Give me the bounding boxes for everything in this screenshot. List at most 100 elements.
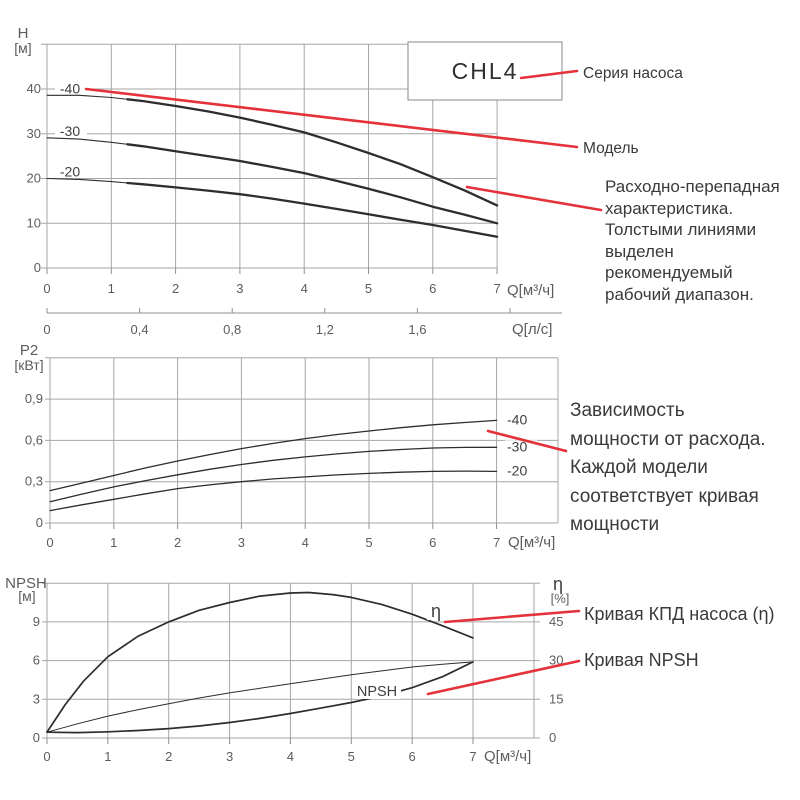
svg-text:6: 6 — [429, 281, 436, 296]
svg-text:0,8: 0,8 — [223, 322, 241, 337]
svg-text:0,4: 0,4 — [131, 322, 149, 337]
axis-tick-labels-h: 0 10 20 30 40 0 1 2 3 4 5 6 7 Q[м³/ч] H[м] — [14, 25, 554, 299]
svg-text:2: 2 — [172, 281, 179, 296]
svg-text:0: 0 — [34, 260, 41, 275]
svg-text:10: 10 — [27, 215, 41, 230]
curve-label--20: -20 — [60, 164, 80, 180]
curve-p2--30 — [49, 446, 498, 503]
x-axis-title-hq: Q[м³/ч] — [507, 282, 554, 299]
svg-text:1: 1 — [104, 749, 111, 764]
axis-tick-labels-p2: 0 0,3 0,6 0,9 0 1 2 3 4 5 6 7 Q[м³/ч] P2[кВт] — [14, 342, 555, 551]
curve-npsh — [46, 661, 474, 734]
curve-p2--20 — [49, 470, 498, 512]
svg-text:0: 0 — [549, 730, 556, 745]
svg-text:9: 9 — [33, 614, 40, 629]
leader-npsh — [426, 659, 581, 696]
secondary-axis-ls: 0 0,4 0,8 1,2 1,6 Q[л/с] — [43, 308, 562, 338]
curve-label-p2--20: -20 — [507, 462, 527, 478]
chart-power-flow: 0 0,3 0,6 0,9 0 1 2 3 4 5 6 7 Q[м³/ч] P2[кВт] -40 -30 -2… — [14, 342, 559, 551]
series-box-label: CHL4 — [451, 57, 519, 84]
leader-power — [486, 429, 568, 453]
curve-p2--40 — [49, 419, 498, 492]
svg-text:0: 0 — [43, 281, 50, 296]
series-annotation: Серия насоса — [583, 65, 683, 82]
svg-text:7: 7 — [493, 535, 500, 550]
svg-text:1,6: 1,6 — [408, 322, 426, 337]
svg-text:1: 1 — [110, 535, 117, 550]
leader-efficiency — [443, 609, 581, 624]
curve-hq--20 — [46, 177, 498, 238]
svg-text:0: 0 — [46, 535, 53, 550]
svg-text:3: 3 — [226, 749, 233, 764]
leader-model — [84, 87, 579, 149]
y2-axis-title-eta: η — [553, 574, 563, 594]
svg-text:0: 0 — [43, 749, 50, 764]
npsh-annotation: Кривая NPSH — [584, 650, 699, 670]
x-axis-title-npsh: Q[м³/ч] — [484, 748, 531, 765]
svg-text:7: 7 — [469, 749, 476, 764]
chart-head-flow: 0 10 20 30 40 0 1 2 3 4 5 6 7 Q[м³/ч] H[м] 0 0,4 0,8 1,2 1,… — [14, 25, 562, 338]
svg-text:20: 20 — [27, 171, 41, 186]
svg-text:6: 6 — [33, 653, 40, 668]
svg-text:3: 3 — [33, 691, 40, 706]
flow-head-annotation: Расходно-перепадная характеристика. Толс… — [605, 177, 780, 304]
svg-text:45: 45 — [549, 614, 563, 629]
svg-text:2: 2 — [165, 749, 172, 764]
leader-flow-head — [465, 185, 603, 212]
svg-text:5: 5 — [348, 749, 355, 764]
power-annotation: Зависимость мощности от расхода. Каждой … — [570, 400, 766, 535]
y-axis-title-p2: P2 — [20, 342, 38, 359]
svg-text:4: 4 — [302, 535, 309, 550]
svg-text:3: 3 — [236, 281, 243, 296]
svg-text:30: 30 — [27, 126, 41, 141]
y-axis-title-npsh: NPSH — [5, 575, 47, 592]
svg-text:6: 6 — [429, 535, 436, 550]
svg-text:3: 3 — [238, 535, 245, 550]
curve-hq-thick--20 — [126, 181, 499, 238]
svg-text:15: 15 — [549, 691, 563, 706]
y-axis-title-h: H — [18, 25, 29, 42]
curve-label--40: -40 — [60, 80, 80, 96]
curve-hq--30 — [46, 137, 498, 224]
svg-text:0: 0 — [43, 322, 50, 337]
svg-text:1,2: 1,2 — [316, 322, 334, 337]
efficiency-annotation: Кривая КПД насоса (η) — [584, 604, 775, 624]
svg-text:30: 30 — [549, 653, 563, 668]
curve-hq-thick--40 — [126, 98, 499, 207]
x2-axis-title-ls: Q[л/с] — [512, 321, 552, 338]
svg-text:0: 0 — [33, 730, 40, 745]
curve-npsh-upper-line — [46, 661, 474, 733]
svg-text:[%]: [%] — [551, 591, 570, 606]
svg-text:5: 5 — [365, 535, 372, 550]
curve-label-p2--30: -30 — [507, 438, 527, 454]
eta-curve-label: η — [431, 601, 441, 621]
model-annotation: Модель — [583, 140, 639, 157]
curve-eta — [46, 591, 474, 733]
svg-text:2: 2 — [174, 535, 181, 550]
svg-text:0,6: 0,6 — [25, 432, 43, 447]
svg-text:[м]: [м] — [18, 588, 35, 604]
leader-series — [519, 69, 579, 80]
svg-text:6: 6 — [409, 749, 416, 764]
x-axis-title-p2: Q[м³/ч] — [508, 534, 555, 551]
svg-text:4: 4 — [287, 749, 294, 764]
svg-text:5: 5 — [365, 281, 372, 296]
series-box — [407, 41, 563, 101]
curve-hq-thick--30 — [126, 143, 499, 225]
curve-label--30: -30 — [60, 123, 80, 139]
svg-text:[м]: [м] — [14, 40, 31, 56]
svg-text:40: 40 — [27, 81, 41, 96]
svg-text:0,3: 0,3 — [25, 474, 43, 489]
svg-text:4: 4 — [301, 281, 308, 296]
svg-text:7: 7 — [493, 281, 500, 296]
svg-text:[кВт]: [кВт] — [14, 357, 43, 373]
svg-text:1: 1 — [108, 281, 115, 296]
curve-label-p2--40: -40 — [507, 411, 527, 427]
npsh-curve-label: NPSH — [357, 684, 397, 700]
svg-text:0,9: 0,9 — [25, 391, 43, 406]
svg-text:0: 0 — [36, 515, 43, 530]
